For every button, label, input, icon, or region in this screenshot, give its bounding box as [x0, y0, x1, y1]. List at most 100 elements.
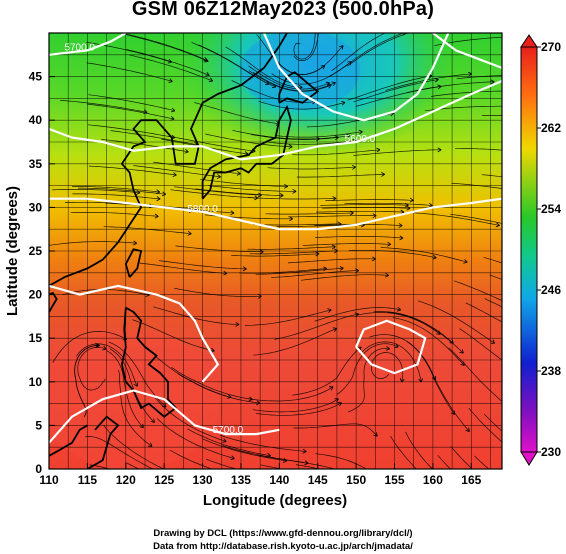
streamline-arrow: [437, 84, 442, 90]
streamline-arrow: [156, 189, 161, 195]
streamline: [287, 258, 376, 264]
streamline: [158, 260, 247, 270]
streamline-arrow: [230, 210, 235, 216]
streamline: [322, 207, 411, 209]
height-contours: [49, 33, 502, 444]
streamline: [331, 33, 386, 71]
streamline: [434, 36, 502, 46]
coastline-segment: [49, 33, 288, 287]
contour-line: [49, 197, 502, 231]
colorbar-tick-label: 238: [541, 364, 561, 378]
streamline: [301, 274, 389, 281]
streamline-arrow: [560, 333, 564, 337]
streamline: [296, 173, 385, 178]
streamline-arrow: [394, 343, 399, 348]
streamline-arrow: [518, 34, 522, 38]
streamline-arrow: [515, 89, 518, 93]
streamline: [109, 348, 155, 423]
streamline: [258, 100, 346, 110]
streamline: [385, 73, 472, 91]
streamline-arrow: [495, 222, 500, 228]
streamline: [481, 174, 502, 178]
y-tick-label: 15: [29, 331, 43, 345]
streamline-arrow: [463, 259, 468, 264]
streamline-arrow: [530, 463, 534, 467]
streamline-arrow: [354, 312, 359, 317]
streamline-arrow: [387, 241, 392, 247]
streamline: [85, 436, 154, 469]
streamline: [271, 270, 359, 278]
x-tick-label: 130: [193, 473, 213, 487]
x-axis-label: Longitude (degrees): [203, 492, 347, 509]
streamline-arrow: [150, 418, 155, 423]
streamline: [198, 44, 277, 88]
contour-line: [49, 79, 502, 161]
streamline: [293, 33, 316, 60]
coastline-segment: [120, 306, 178, 418]
streamline: [484, 298, 502, 308]
streamline-arrow: [385, 272, 390, 278]
streamline: [265, 212, 354, 215]
colorbar-tick-label: 262: [541, 121, 561, 135]
streamline-arrow: [385, 345, 390, 351]
streamline: [74, 344, 99, 418]
streamline-arrow: [328, 386, 334, 391]
streamline: [320, 204, 409, 206]
streamline-arrow: [172, 172, 177, 177]
streamline: [450, 446, 473, 469]
streamline: [357, 312, 441, 335]
streamline-arrow: [222, 438, 227, 443]
streamline: [455, 147, 502, 151]
x-tick-label: 150: [346, 473, 366, 487]
streamline-arrow: [468, 71, 473, 77]
x-tick-label: 110: [39, 473, 59, 487]
streamline-arrow: [170, 107, 176, 113]
streamline: [200, 178, 288, 187]
streamline-arrow: [259, 249, 264, 255]
streamline-arrow: [216, 174, 221, 179]
streamline-arrow: [184, 148, 189, 154]
streamline-arrow: [437, 147, 442, 153]
streamline-arrow: [372, 213, 377, 219]
streamline: [373, 311, 454, 344]
streamline: [252, 398, 339, 413]
streamline: [292, 346, 362, 396]
coastline-segment: [201, 104, 292, 200]
streamline-arrow: [432, 254, 437, 260]
streamline-arrow: [337, 402, 342, 407]
streamline: [347, 75, 432, 101]
streamline: [315, 236, 404, 239]
streamline-arrow: [334, 398, 339, 403]
streamline: [249, 250, 338, 255]
streamline: [171, 367, 253, 400]
x-tick-label: 145: [308, 473, 328, 487]
streamline-arrow: [139, 423, 144, 429]
streamline-arrow: [156, 196, 161, 202]
streamline: [123, 33, 208, 61]
contour-label: 5700.0: [64, 42, 95, 53]
streamline-arrow: [428, 202, 433, 208]
streamline: [412, 212, 500, 226]
streamline-arrow: [257, 293, 262, 299]
streamline: [406, 341, 455, 415]
streamline: [348, 249, 437, 259]
streamline-arrow: [341, 100, 346, 106]
coastline-segment: [124, 248, 143, 278]
streamlines: [49, 33, 564, 495]
streamline: [194, 102, 280, 125]
streamline-arrow: [327, 308, 332, 313]
streamline: [247, 246, 336, 250]
streamline-arrow: [459, 349, 464, 354]
streamline-arrow: [168, 78, 173, 83]
streamline: [451, 182, 502, 189]
streamline-arrow: [168, 491, 172, 495]
streamline-arrow: [227, 394, 232, 399]
streamline: [124, 33, 209, 62]
map-title: GSM 06Z12May2023 (500.0hPa): [131, 0, 435, 20]
streamline-arrow: [449, 339, 454, 344]
streamline: [293, 33, 319, 61]
streamline: [154, 355, 232, 398]
streamline-arrow: [409, 197, 414, 203]
streamline: [325, 199, 414, 201]
